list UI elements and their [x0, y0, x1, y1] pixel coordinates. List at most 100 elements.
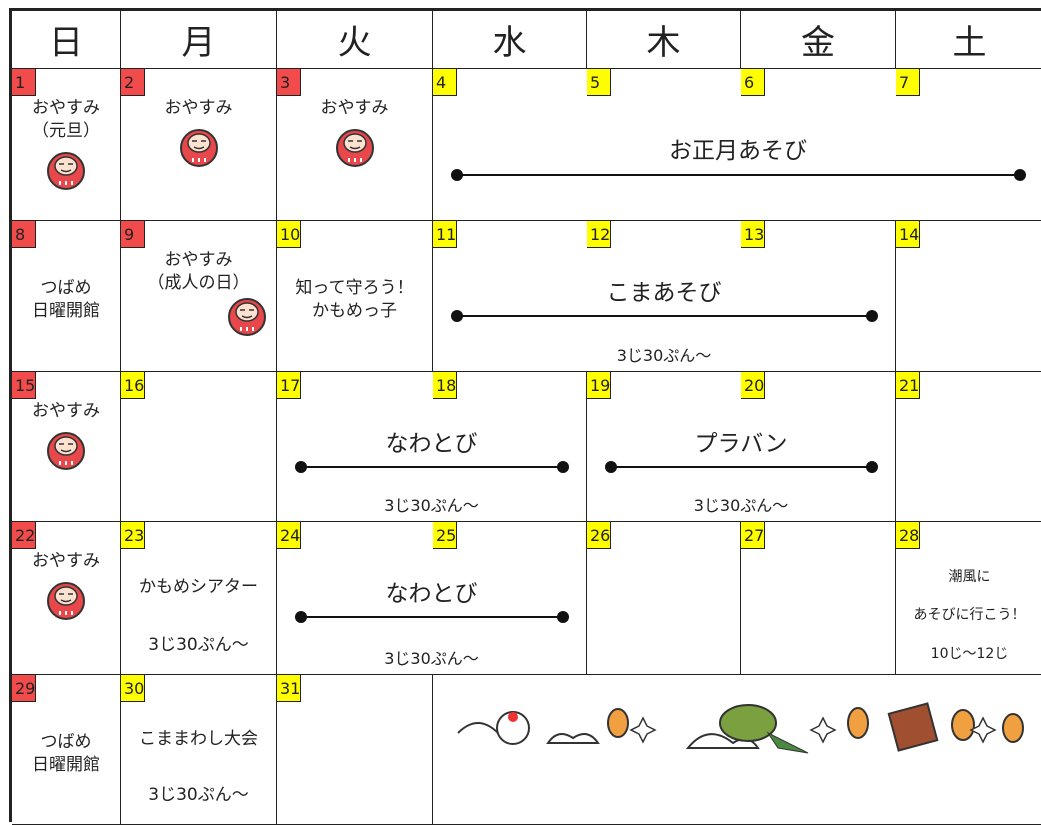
weekday-header: 木 — [587, 11, 741, 69]
day-text-line: かもめシアター — [139, 576, 258, 597]
weekday-header: 月 — [121, 11, 277, 69]
event-title: お正月あそび — [669, 138, 807, 164]
date-badge: 8 — [12, 221, 36, 248]
day-text-line: （成人の日） — [147, 273, 250, 293]
day-text: おやすみ — [277, 97, 432, 220]
day-cell — [587, 522, 741, 675]
day-text-line: かもめっ子 — [312, 301, 397, 321]
date-badge: 6 — [741, 69, 765, 96]
event-cell: プラバン 3じ30ぷん〜 — [587, 372, 896, 522]
date-badge: 4 — [433, 69, 457, 96]
day-text-line: 3じ30ぷん〜 — [148, 785, 249, 806]
new-year-illustration — [457, 702, 1024, 754]
daruma-icon — [228, 298, 266, 336]
day-cell: こままわし大会 3じ30ぷん〜 — [121, 675, 277, 825]
weekday-header: 水 — [433, 11, 587, 69]
day-text-line: あそびに行こう！ — [913, 607, 1026, 624]
day-cell: おやすみ — [12, 372, 121, 522]
day-text: おやすみ — [121, 97, 276, 220]
day-cell — [121, 372, 277, 522]
day-text-line: つばめ — [40, 278, 92, 298]
daruma-icon — [335, 129, 374, 167]
date-badge: 19 — [587, 372, 611, 399]
event-line — [605, 461, 878, 473]
day-text-line: おやすみ — [320, 98, 389, 118]
day-text-line: （元旦） — [32, 121, 100, 141]
day-cell — [896, 221, 1041, 372]
day-text: おやすみ （元旦） — [12, 97, 120, 220]
date-badge: 5 — [587, 69, 611, 96]
date-badge: 2 — [121, 69, 145, 96]
daruma-icon — [47, 152, 85, 190]
date-badge: 18 — [433, 372, 457, 399]
event-cell: お正月あそび — [433, 69, 1041, 221]
day-text-line: 日曜開館 — [32, 754, 100, 775]
decoration-cell — [433, 675, 1041, 825]
day-text: おやすみ — [12, 550, 120, 674]
event-time: 3じ30ぷん〜 — [384, 496, 479, 515]
date-badge: 14 — [896, 221, 920, 248]
event-cell: こまあそび 3じ30ぷん〜 — [433, 221, 896, 372]
date-badge: 22 — [12, 522, 36, 549]
daruma-icon — [179, 129, 218, 167]
weekday-header: 日 — [12, 11, 121, 69]
day-cell: かもめシアター 3じ30ぷん〜 — [121, 522, 277, 675]
day-text-line: こままわし大会 — [139, 728, 258, 749]
event-cell: なわとび 3じ30ぷん〜 — [277, 522, 587, 675]
day-cell: おやすみ — [12, 522, 121, 675]
event-title: こまあそび — [606, 280, 722, 306]
date-badge: 17 — [277, 372, 301, 399]
date-badge: 16 — [121, 372, 145, 399]
date-badge: 21 — [896, 372, 920, 399]
calendar-grid: 日月火水木金土おやすみ （元旦） おやすみ おやすみ つばめ 日曜開館 おやすみ （成人の日）… — [9, 8, 1041, 825]
date-badge: 10 — [277, 221, 301, 248]
day-text-line: おやすみ — [32, 401, 100, 421]
day-cell: おやすみ （元旦） — [12, 69, 121, 221]
date-badge: 11 — [433, 221, 457, 248]
daruma-icon — [47, 432, 85, 470]
day-text: 潮風に あそびに行こう！ 10じ〜12じ — [896, 550, 1041, 674]
day-text-line: 日曜開館 — [32, 301, 100, 321]
day-cell — [896, 372, 1041, 522]
day-text-line: おやすみ — [32, 98, 100, 118]
event-title: なわとび — [385, 581, 478, 607]
date-badge: 25 — [433, 522, 457, 549]
date-badge: 1 — [12, 69, 36, 96]
event-time: 3じ30ぷん〜 — [693, 496, 789, 515]
date-badge: 3 — [277, 69, 301, 96]
date-badge: 29 — [12, 675, 36, 702]
event-title: プラバン — [694, 431, 788, 457]
event-cell: なわとび 3じ30ぷん〜 — [277, 372, 587, 522]
event-title: なわとび — [385, 431, 478, 457]
event-time: 3じ30ぷん〜 — [384, 649, 479, 668]
day-cell: おやすみ — [121, 69, 277, 221]
date-badge: 20 — [741, 372, 765, 399]
date-badge: 13 — [741, 221, 765, 248]
day-text: 知って守ろう！ かもめっ子 — [277, 249, 432, 371]
day-text: つばめ 日曜開館 — [12, 703, 120, 824]
date-badge: 24 — [277, 522, 301, 549]
weekday-header: 土 — [896, 11, 1041, 69]
day-cell: 潮風に あそびに行こう！ 10じ〜12じ — [896, 522, 1041, 675]
day-text-line: 10じ〜12じ — [930, 646, 1009, 663]
day-cell: つばめ 日曜開館 — [12, 675, 121, 825]
day-text: つばめ 日曜開館 — [12, 249, 120, 371]
day-text: かもめシアター 3じ30ぷん〜 — [121, 550, 276, 674]
weekday-header: 金 — [741, 11, 896, 69]
date-badge: 12 — [587, 221, 611, 248]
day-cell: つばめ 日曜開館 — [12, 221, 121, 372]
day-text: おやすみ — [12, 400, 120, 521]
day-text: こままわし大会 3じ30ぷん〜 — [121, 703, 276, 824]
day-text-line: おやすみ — [32, 551, 100, 571]
day-text: おやすみ （成人の日） — [121, 249, 276, 371]
event-line — [451, 310, 878, 322]
date-badge: 27 — [741, 522, 765, 549]
date-badge: 7 — [896, 69, 920, 96]
date-badge: 30 — [121, 675, 145, 702]
event-line — [295, 461, 569, 473]
event-time: 3じ30ぷん〜 — [616, 346, 712, 365]
date-badge: 31 — [277, 675, 301, 702]
day-text-line: おやすみ — [164, 250, 233, 270]
day-text-line: 知って守ろう！ — [295, 278, 414, 298]
